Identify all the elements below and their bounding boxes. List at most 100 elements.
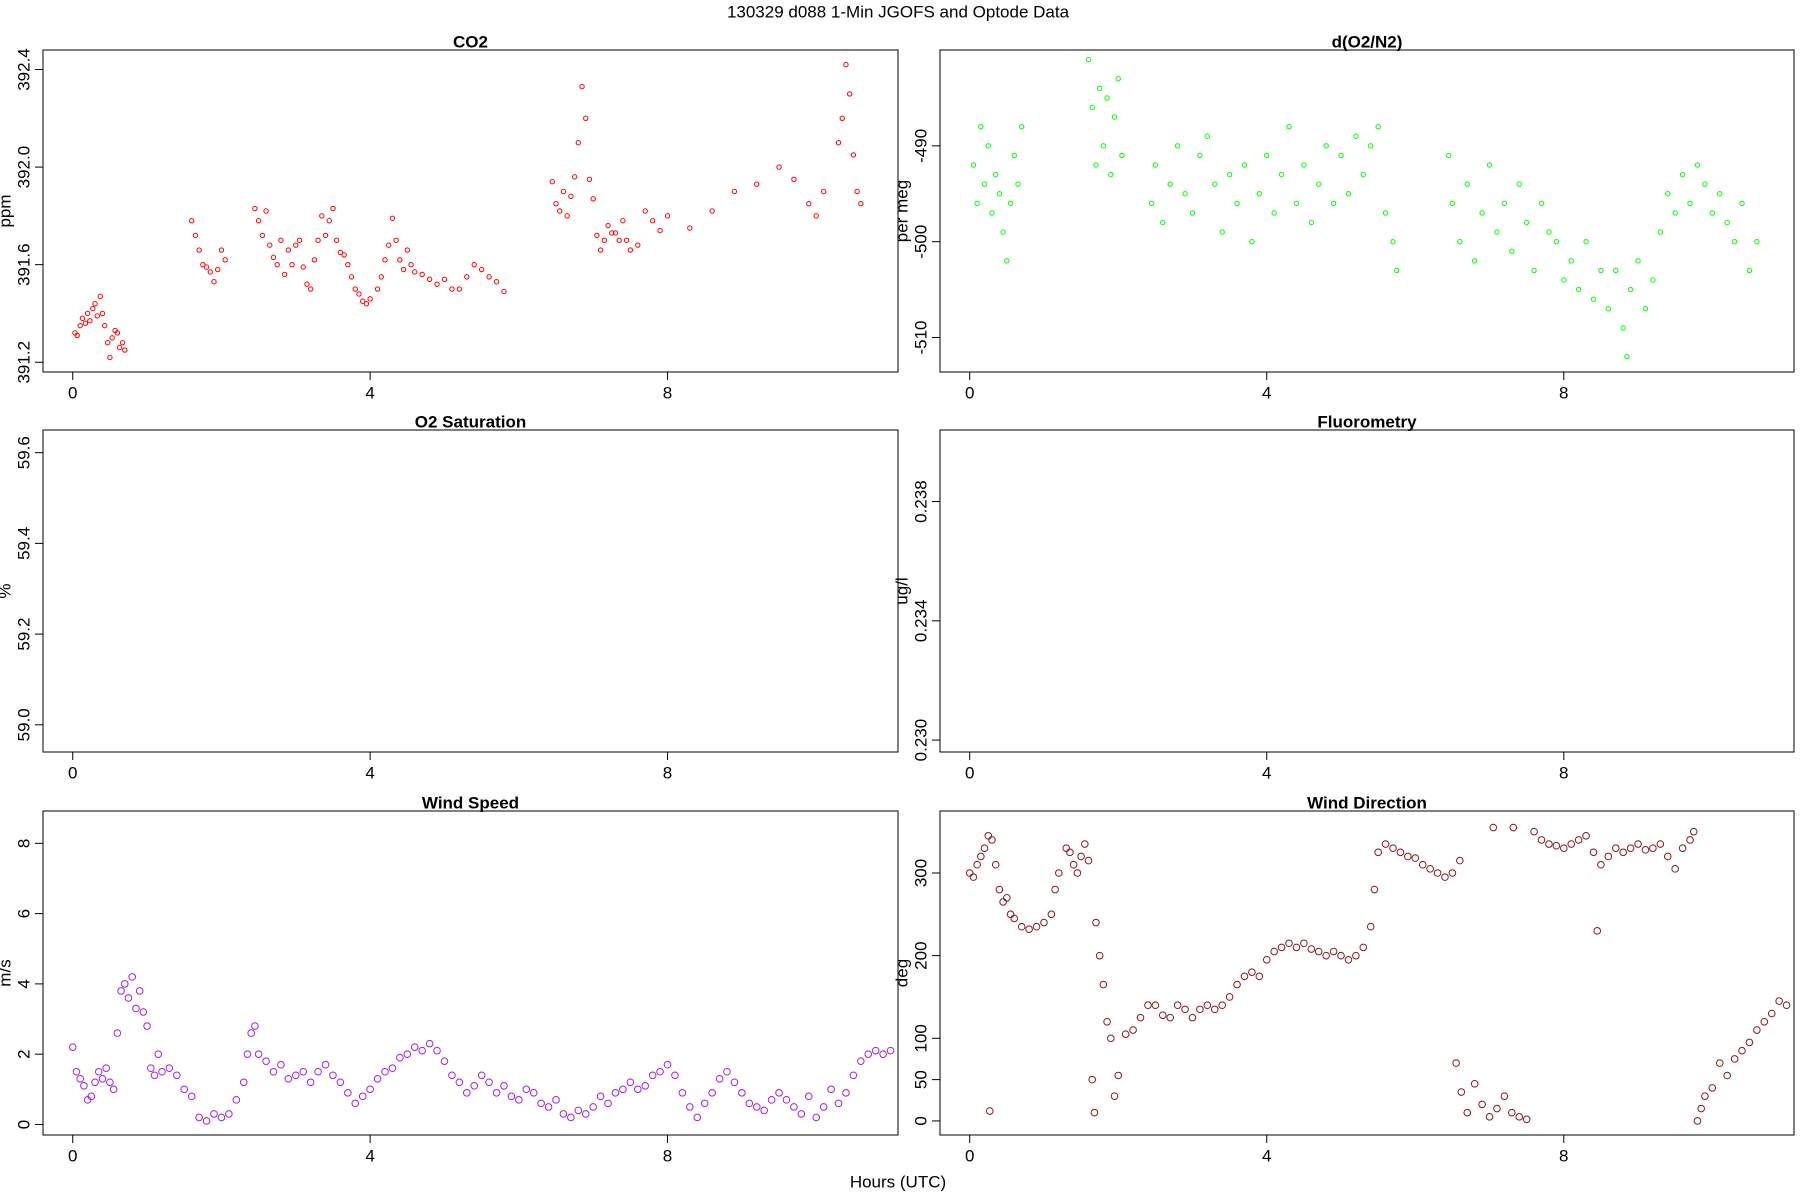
data-point — [633, 1085, 642, 1094]
data-point — [1040, 918, 1048, 927]
panel-title: Wind Speed — [422, 793, 519, 812]
data-point — [1723, 1071, 1731, 1080]
data-point — [820, 188, 827, 195]
data-point — [571, 174, 578, 180]
data-point — [1100, 143, 1107, 149]
data-point — [119, 340, 126, 346]
data-point — [1248, 968, 1256, 976]
data-point — [1314, 947, 1323, 956]
data-point — [1590, 296, 1597, 302]
data-point — [1233, 980, 1241, 989]
data-point — [1418, 860, 1427, 869]
figure-title: 130329 d088 1-Min JGOFS and Optode Data — [727, 2, 1070, 21]
data-point — [165, 1064, 174, 1073]
y-axis-label: ppm — [0, 194, 14, 227]
data-point — [426, 276, 433, 283]
data-point — [1583, 238, 1589, 245]
x-tick-label: 8 — [1559, 763, 1568, 782]
data-point — [620, 218, 626, 224]
data-point — [1069, 860, 1078, 869]
data-point — [1470, 1079, 1479, 1088]
data-point — [1626, 844, 1635, 852]
data-point — [1523, 219, 1530, 226]
data-point — [879, 1050, 887, 1058]
data-point — [382, 257, 388, 263]
data-point — [135, 987, 144, 995]
data-point — [202, 1117, 211, 1125]
data-point — [243, 1050, 252, 1058]
data-point — [106, 1078, 114, 1087]
data-point — [1337, 951, 1345, 960]
data-point — [991, 860, 1000, 869]
data-point — [180, 1085, 189, 1094]
data-point — [560, 188, 567, 195]
data-point — [590, 196, 596, 202]
data-point — [557, 208, 563, 214]
data-point — [730, 1078, 739, 1087]
data-point — [386, 242, 392, 248]
data-point — [321, 1060, 330, 1069]
data-point — [1234, 200, 1240, 207]
data-point — [656, 1067, 664, 1076]
data-point — [1226, 171, 1233, 178]
data-point — [1561, 277, 1567, 283]
data-point — [464, 274, 470, 280]
data-point — [1115, 76, 1121, 82]
data-point — [776, 164, 782, 170]
data-point — [1575, 286, 1582, 293]
data-point — [255, 218, 262, 224]
y-tick-label: 0.238 — [911, 480, 930, 523]
y-tick-label: 2 — [14, 1049, 33, 1058]
data-point — [300, 264, 306, 270]
data-point — [1767, 1009, 1776, 1018]
data-point — [974, 200, 980, 207]
data-point — [1382, 210, 1389, 216]
data-point — [1088, 1075, 1097, 1084]
data-point — [1308, 219, 1315, 226]
y-tick-label: 391.6 — [14, 243, 33, 286]
x-tick-label: 4 — [365, 1146, 374, 1165]
data-point — [1197, 152, 1203, 159]
data-point — [1611, 844, 1620, 852]
data-point — [642, 208, 648, 214]
data-point — [1119, 152, 1125, 159]
data-point — [267, 242, 273, 248]
data-point — [1360, 171, 1366, 178]
data-point — [984, 831, 993, 840]
data-point — [200, 261, 206, 268]
data-point — [388, 1064, 397, 1073]
data-point — [117, 987, 125, 995]
data-point — [344, 1089, 352, 1097]
data-point — [109, 1085, 118, 1094]
data-point — [597, 247, 604, 253]
data-point — [1753, 1026, 1761, 1034]
data-point — [1010, 914, 1019, 923]
y-tick-label: 0.234 — [911, 600, 930, 643]
data-point — [648, 1071, 657, 1080]
data-point — [1390, 238, 1396, 245]
data-point — [1559, 844, 1568, 852]
data-point — [641, 1082, 650, 1090]
data-point — [1731, 238, 1738, 245]
data-point — [1249, 238, 1255, 245]
data-point — [485, 1078, 493, 1087]
data-point — [124, 994, 133, 1002]
data-point — [82, 320, 89, 326]
data-point — [147, 1064, 155, 1073]
data-point — [434, 281, 440, 287]
data-point — [1589, 848, 1598, 857]
data-point — [657, 227, 663, 234]
data-point — [568, 193, 574, 200]
data-point — [92, 300, 98, 307]
data-point — [139, 1008, 148, 1016]
data-point — [1073, 869, 1082, 877]
data-point — [1210, 1005, 1219, 1014]
data-point — [977, 852, 985, 861]
data-point — [381, 1067, 389, 1076]
data-point — [978, 123, 984, 130]
data-point — [222, 257, 228, 263]
data-point — [589, 1103, 597, 1111]
data-point — [1277, 943, 1286, 952]
data-point — [1689, 827, 1698, 836]
data-point — [843, 61, 849, 68]
